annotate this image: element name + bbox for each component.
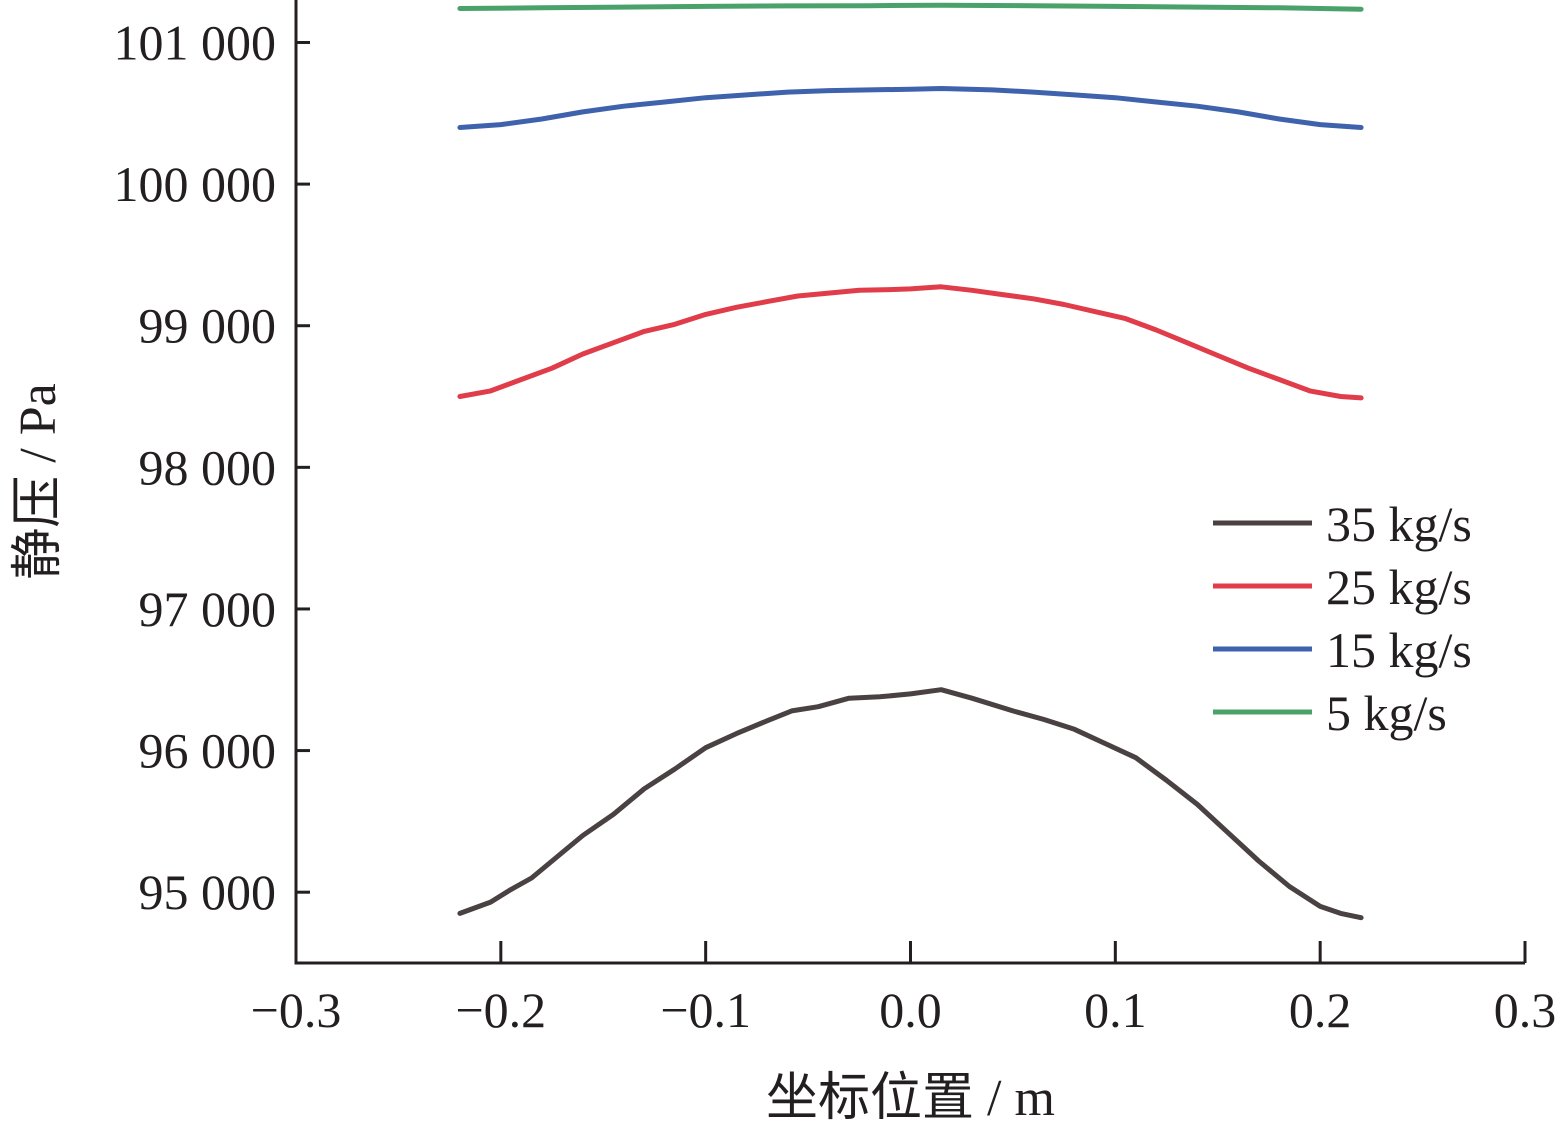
- y-tick-label: 95 000: [139, 864, 277, 920]
- series-line: [457, 2, 1364, 12]
- x-tick-label: −0.1: [660, 982, 751, 1038]
- y-tick-label: 97 000: [139, 581, 277, 637]
- y-tick-label: 101 000: [114, 14, 277, 70]
- series-line: [457, 86, 1364, 130]
- y-tick-label: 96 000: [139, 723, 277, 779]
- y-tick-label: 98 000: [139, 439, 277, 495]
- x-tick-label: 0.1: [1084, 982, 1147, 1038]
- legend-label: 5 kg/s: [1326, 685, 1447, 741]
- x-tick-label: 0.2: [1289, 982, 1352, 1038]
- x-tick-label: 0.0: [879, 982, 942, 1038]
- x-tick-label: 0.3: [1494, 982, 1557, 1038]
- series-line: [457, 687, 1364, 921]
- ticks: 95 000 96 000 97 000 98 000 99 000 100 000 101…: [114, 14, 1557, 1038]
- series-lines: [457, 2, 1364, 921]
- legend-label: 15 kg/s: [1326, 622, 1472, 678]
- series-line: [457, 284, 1364, 401]
- legend: 35 kg/s 25 kg/s 15 kg/s 5 kg/s: [1213, 496, 1472, 741]
- y-axis-title: 静压 / Pa: [10, 383, 67, 579]
- legend-label: 25 kg/s: [1326, 559, 1472, 615]
- y-tick-label: 99 000: [139, 298, 277, 354]
- x-tick-label: −0.2: [455, 982, 546, 1038]
- x-axis-title: 坐标位置 / m: [766, 1070, 1055, 1123]
- x-tick-label: −0.3: [251, 982, 342, 1038]
- y-tick-label: 100 000: [114, 156, 277, 212]
- legend-label: 35 kg/s: [1326, 496, 1472, 552]
- axes: [294, 0, 1525, 965]
